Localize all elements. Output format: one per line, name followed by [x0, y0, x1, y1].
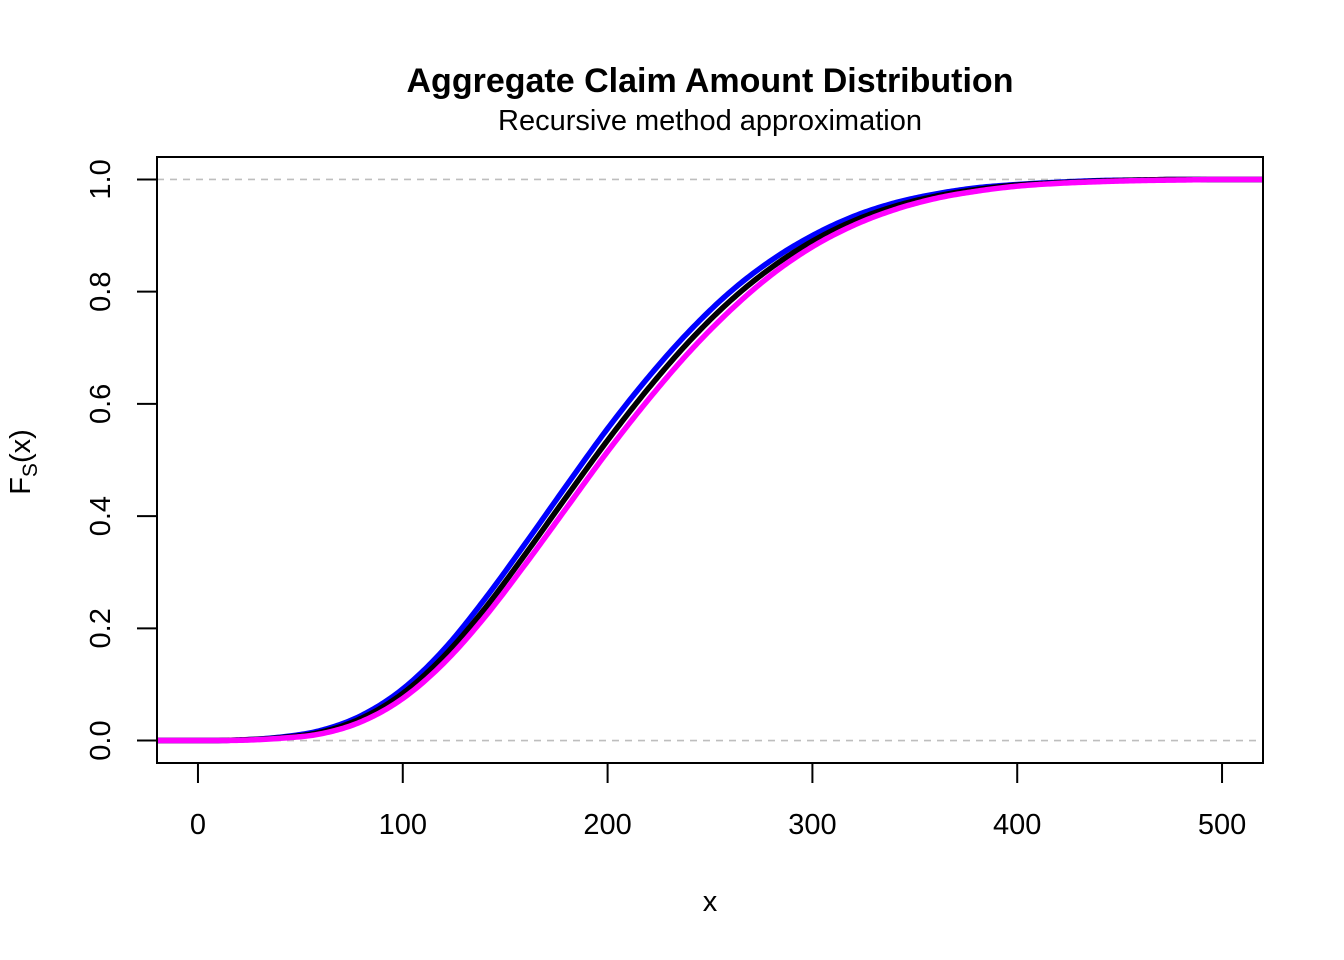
x-axis-label: x [703, 886, 718, 918]
chart-subtitle: Recursive method approximation [498, 105, 922, 137]
y-tick-label: 0.8 [85, 272, 117, 312]
y-tick-label: 1.0 [85, 159, 117, 199]
reference-lines [157, 178, 1263, 742]
y-tick-label: 0.6 [85, 384, 117, 424]
x-tick-label: 400 [993, 809, 1041, 841]
x-tick-label: 0 [190, 809, 206, 841]
series-line-2 [156, 176, 1264, 744]
y-tick-label: 0.4 [85, 496, 117, 536]
y-axis-label-sub: S [19, 463, 42, 477]
series-line-3 [156, 176, 1264, 744]
x-tick-label: 500 [1198, 809, 1246, 841]
y-axis-label: FS(x) [5, 429, 42, 495]
series-line-1 [156, 176, 1264, 744]
y-tick-label: 0.2 [85, 608, 117, 648]
x-tick-label: 100 [379, 809, 427, 841]
chart-title: Aggregate Claim Amount Distribution [407, 62, 1014, 100]
y-axis: 0.0 0.2 0.4 0.6 0.8 1.0 [85, 159, 158, 761]
y-axis-label-main: F [5, 477, 37, 495]
y-tick-label: 0.0 [85, 720, 117, 760]
x-axis: 0 100 200 300 400 500 [190, 762, 1246, 841]
x-tick-label: 200 [583, 809, 631, 841]
y-axis-label-tail: (x) [5, 429, 37, 463]
plot-frame [156, 156, 1264, 764]
series-group [156, 176, 1264, 744]
x-tick-label: 300 [788, 809, 836, 841]
